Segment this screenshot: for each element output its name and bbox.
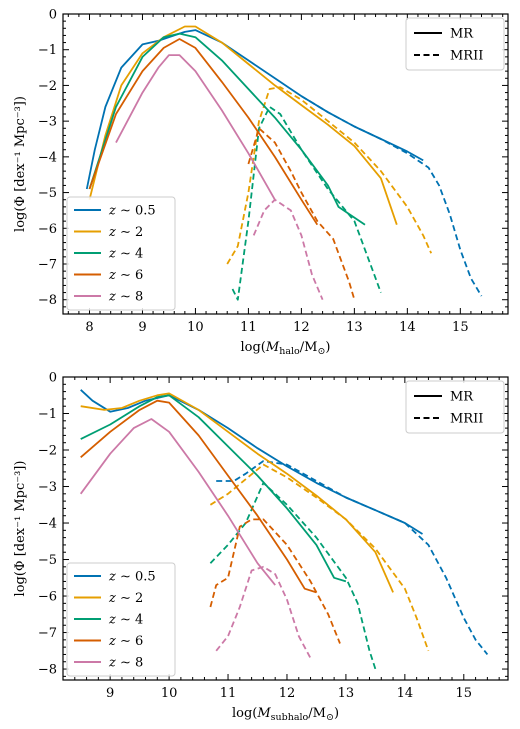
- series-line-mrii-0.5: [216, 460, 489, 655]
- legend-box: [405, 17, 505, 71]
- y-tick-label: −4: [38, 150, 57, 165]
- x-tick-label: 12: [293, 320, 310, 335]
- x-tick-label: 8: [85, 320, 93, 335]
- y-tick-label: −8: [38, 293, 57, 308]
- simulation-legend: MR MRII: [405, 380, 505, 434]
- redshift-legend: z ∼ 0.5 z ∼ 2 z ∼ 4 z ∼ 6 z ∼ 8: [66, 196, 176, 311]
- series-line-mr-8: [79, 418, 276, 586]
- y-tick-label: −3: [38, 480, 57, 495]
- series-line-mrii-4: [231, 106, 382, 301]
- series-line-mrii-8: [215, 565, 312, 659]
- series-line-mr-0.5: [85, 29, 424, 190]
- y-tick-label: −6: [38, 590, 57, 605]
- y-tick-label: −8: [38, 663, 57, 678]
- panel-2: 9 10 11 12 13 14 15 0 −1 −2 −3 −4 −5 −6 −7 −8 log(Msubha…: [13, 371, 509, 723]
- legend-label: MRII: [450, 412, 483, 427]
- series-group: [85, 25, 483, 301]
- y-tick-label: −5: [38, 186, 57, 201]
- y-axis-label: log(Φ [dex⁻¹ Mpc⁻³]): [13, 461, 28, 597]
- series-line-mr-8: [115, 54, 276, 201]
- redshift-legend: z ∼ 0.5 z ∼ 2 z ∼ 4 z ∼ 6 z ∼ 8: [66, 562, 176, 677]
- y-tick-label: −5: [38, 553, 57, 568]
- x-tick-label: 9: [138, 320, 146, 335]
- x-tick-label: 12: [279, 686, 296, 701]
- x-tick-label: 14: [399, 320, 416, 335]
- legend-box: [405, 380, 505, 434]
- legend-label: z ∼ 6: [108, 634, 143, 649]
- legend-label: z ∼ 0.5: [108, 570, 156, 585]
- x-tick-label: 11: [240, 320, 257, 335]
- x-axis-label: log(Mhalo/M⊙): [241, 340, 331, 357]
- y-tick-label: −2: [38, 79, 57, 94]
- series-line-mrii-6: [247, 127, 356, 300]
- y-axis-label: log(Φ [dex⁻¹ Mpc⁻³]): [13, 96, 28, 232]
- series-line-mr-4: [88, 32, 366, 226]
- series-group: [79, 389, 489, 670]
- series-line-mr-6: [80, 399, 317, 594]
- legend-label: z ∼ 0.5: [108, 204, 156, 219]
- legend-label: MR: [450, 27, 474, 42]
- legend-label: z ∼ 4: [108, 247, 143, 262]
- x-tick-label: 15: [456, 686, 473, 701]
- series-line-mr-6: [88, 38, 319, 226]
- x-tick-label: 9: [106, 686, 114, 701]
- series-line-mrii-4: [209, 482, 377, 670]
- x-tick-label: 10: [161, 686, 178, 701]
- series-line-mrii-8: [252, 198, 324, 301]
- series-line-mr-4: [80, 394, 347, 583]
- y-tick-label: −2: [38, 444, 57, 459]
- y-tick-label: −6: [38, 222, 57, 237]
- x-tick-label: 15: [452, 320, 469, 335]
- x-axis-label: log(Msubhalo/M⊙): [232, 706, 339, 723]
- x-tick-label: 14: [397, 686, 414, 701]
- y-tick-label: −1: [38, 43, 57, 58]
- series-line-mrii-6: [209, 518, 341, 644]
- series-line-mr-2: [80, 392, 394, 593]
- y-tick-label: −7: [38, 258, 57, 273]
- legend-label: z ∼ 8: [108, 290, 143, 305]
- legend-label: z ∼ 6: [108, 268, 143, 283]
- legend-label: MR: [450, 390, 474, 405]
- y-tick-label: −7: [38, 626, 57, 641]
- legend-label: z ∼ 2: [108, 225, 143, 240]
- simulation-legend: MR MRII: [405, 17, 505, 71]
- legend-label: z ∼ 2: [108, 591, 143, 606]
- y-tick-label: −4: [38, 517, 57, 532]
- series-line-mr-2: [88, 25, 398, 225]
- y-tick-label: 0: [49, 8, 57, 23]
- panel-1: 8 9 10 11 12 13 14 15 0 −1 −2 −3 −4 −5 −6 −7 −8 log(Mhalo…: [13, 8, 509, 357]
- legend-box: [66, 562, 176, 677]
- x-tick-label: 13: [346, 320, 363, 335]
- series-line-mrii-0.5: [300, 95, 483, 297]
- x-tick-label: 11: [220, 686, 237, 701]
- legend-box: [66, 196, 176, 311]
- legend-label: MRII: [450, 49, 483, 64]
- legend-label: z ∼ 8: [108, 656, 143, 671]
- legend-label: z ∼ 4: [108, 613, 143, 628]
- x-tick-label: 13: [338, 686, 355, 701]
- y-tick-label: −1: [38, 407, 57, 422]
- series-line-mrii-2: [209, 463, 430, 652]
- y-tick-label: 0: [49, 371, 57, 386]
- x-tick-label: 10: [187, 320, 204, 335]
- y-tick-label: −3: [38, 115, 57, 130]
